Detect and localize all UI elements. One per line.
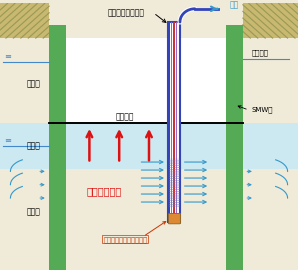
Bar (66, 38, 226, 123)
Bar (169, 213, 180, 223)
Text: 吸水: 吸水 (229, 0, 239, 9)
Text: 粘性土: 粘性土 (27, 141, 41, 151)
Bar (0, 4, 49, 38)
Bar (49, 25, 66, 270)
Bar (176, 22, 177, 222)
Text: ≡: ≡ (4, 136, 11, 145)
Text: SMW等: SMW等 (252, 107, 273, 113)
Bar (243, 4, 298, 38)
Bar (173, 22, 175, 222)
Bar (243, 38, 298, 123)
FancyBboxPatch shape (168, 214, 180, 224)
Bar (226, 25, 243, 270)
Text: スーパーウェルポイント: スーパーウェルポイント (103, 236, 147, 243)
Bar (49, 38, 243, 123)
Bar (0, 38, 49, 123)
Bar (168, 22, 180, 222)
Bar (0, 123, 298, 169)
Bar (171, 22, 172, 222)
Text: 地下水位: 地下水位 (252, 49, 269, 56)
Text: 掘削底盤: 掘削底盤 (116, 112, 134, 121)
Text: 砂質土: 砂質土 (27, 79, 41, 88)
Bar (168, 22, 170, 222)
Bar (66, 123, 226, 169)
Bar (0, 169, 298, 270)
Text: 揚圧力の軽減: 揚圧力の軽減 (87, 186, 122, 196)
Bar (179, 22, 180, 222)
Text: ≡: ≡ (4, 52, 11, 61)
Bar (49, 123, 243, 169)
Text: バキュームポンプ: バキュームポンプ (108, 8, 145, 17)
Text: 砂質土: 砂質土 (27, 207, 41, 216)
